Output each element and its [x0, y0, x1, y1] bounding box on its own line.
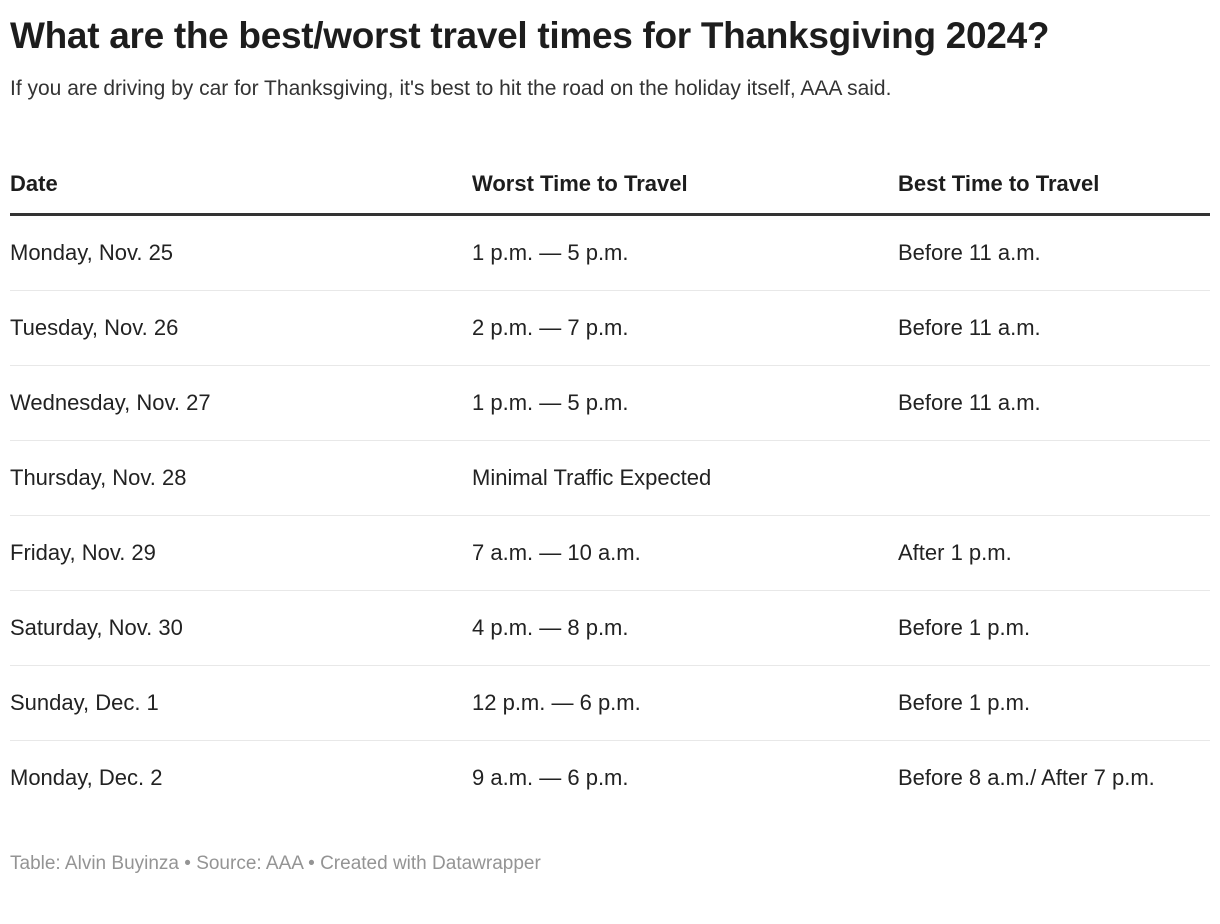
best-time-cell — [898, 440, 1210, 516]
best-time-cell: Before 1 p.m. — [898, 665, 1210, 741]
worst-time-cell: 7 a.m. — 10 a.m. — [472, 515, 898, 591]
date-cell: Wednesday, Nov. 27 — [10, 365, 472, 442]
date-cell: Monday, Dec. 2 — [10, 764, 163, 790]
best-time-cell: Before 8 a.m./ After 7 p.m. — [898, 764, 1155, 790]
attribution-footer: Table: Alvin Buyinza • Source: AAA • Cre… — [10, 852, 541, 874]
table-row: Thursday, Nov. 28 Minimal Traffic Expecte… — [10, 440, 1210, 516]
date-cell: Monday, Nov. 25 — [10, 214, 472, 292]
date-cell: Saturday, Nov. 30 — [10, 590, 472, 666]
best-time-cell: Before 11 a.m. — [898, 365, 1210, 442]
table-row: Sunday, Dec. 1 12 p.m. — 6 p.m. Before 1 p… — [10, 665, 1210, 741]
table-row: Friday, Nov. 29 7 a.m. — 10 a.m. After 1 p… — [10, 515, 1210, 591]
worst-time-cell: 1 p.m. — 5 p.m. — [472, 365, 898, 442]
date-cell: Sunday, Dec. 1 — [10, 665, 472, 741]
best-time-cell: After 1 p.m. — [898, 515, 1210, 591]
worst-time-cell: 1 p.m. — 5 p.m. — [472, 214, 898, 292]
worst-time-cell: 9 a.m. — 6 p.m. — [472, 764, 629, 790]
date-cell: Friday, Nov. 29 — [10, 515, 472, 591]
best-time-cell: Before 1 p.m. — [898, 590, 1210, 666]
header-row: Date Worst Time to Travel Best Time to T… — [10, 129, 1210, 217]
column-header-best-time: Best Time to Travel — [898, 129, 1210, 217]
worst-time-cell: 2 p.m. — 7 p.m. — [472, 290, 898, 367]
column-header-worst-time: Worst Time to Travel — [472, 129, 898, 217]
best-time-cell: Before 11 a.m. — [898, 214, 1210, 292]
table-row: Wednesday, Nov. 27 1 p.m. — 5 p.m. Before … — [10, 365, 1210, 442]
travel-times-table: Date Worst Time to Travel Best Time to T… — [10, 129, 1210, 815]
table-body: Monday, Nov. 25 1 p.m. — 5 p.m. Before 11 … — [10, 214, 1210, 815]
table-row: Monday, Nov. 25 1 p.m. — 5 p.m. Before 11 … — [10, 214, 1210, 292]
column-header-date: Date — [10, 129, 472, 217]
best-time-cell: Before 11 a.m. — [898, 290, 1210, 367]
worst-time-cell: 12 p.m. — 6 p.m. — [472, 665, 898, 741]
table-row: Monday, Dec. 2 9 a.m. — 6 p.m. Before 8 a.… — [10, 740, 1210, 814]
date-cell: Thursday, Nov. 28 — [10, 440, 472, 516]
worst-time-cell: Minimal Traffic Expected — [472, 440, 898, 516]
table-row: Tuesday, Nov. 26 2 p.m. — 7 p.m. Before 11… — [10, 290, 1210, 367]
worst-time-cell: 4 p.m. — 8 p.m. — [472, 590, 898, 666]
chart-title: What are the best/worst travel times for… — [10, 15, 1050, 56]
table-header: Date Worst Time to Travel Best Time to T… — [10, 129, 1210, 217]
table-row: Saturday, Nov. 30 4 p.m. — 8 p.m. Before 1… — [10, 590, 1210, 666]
chart-subtitle: If you are driving by car for Thanksgivi… — [10, 77, 892, 101]
date-cell: Tuesday, Nov. 26 — [10, 290, 472, 367]
